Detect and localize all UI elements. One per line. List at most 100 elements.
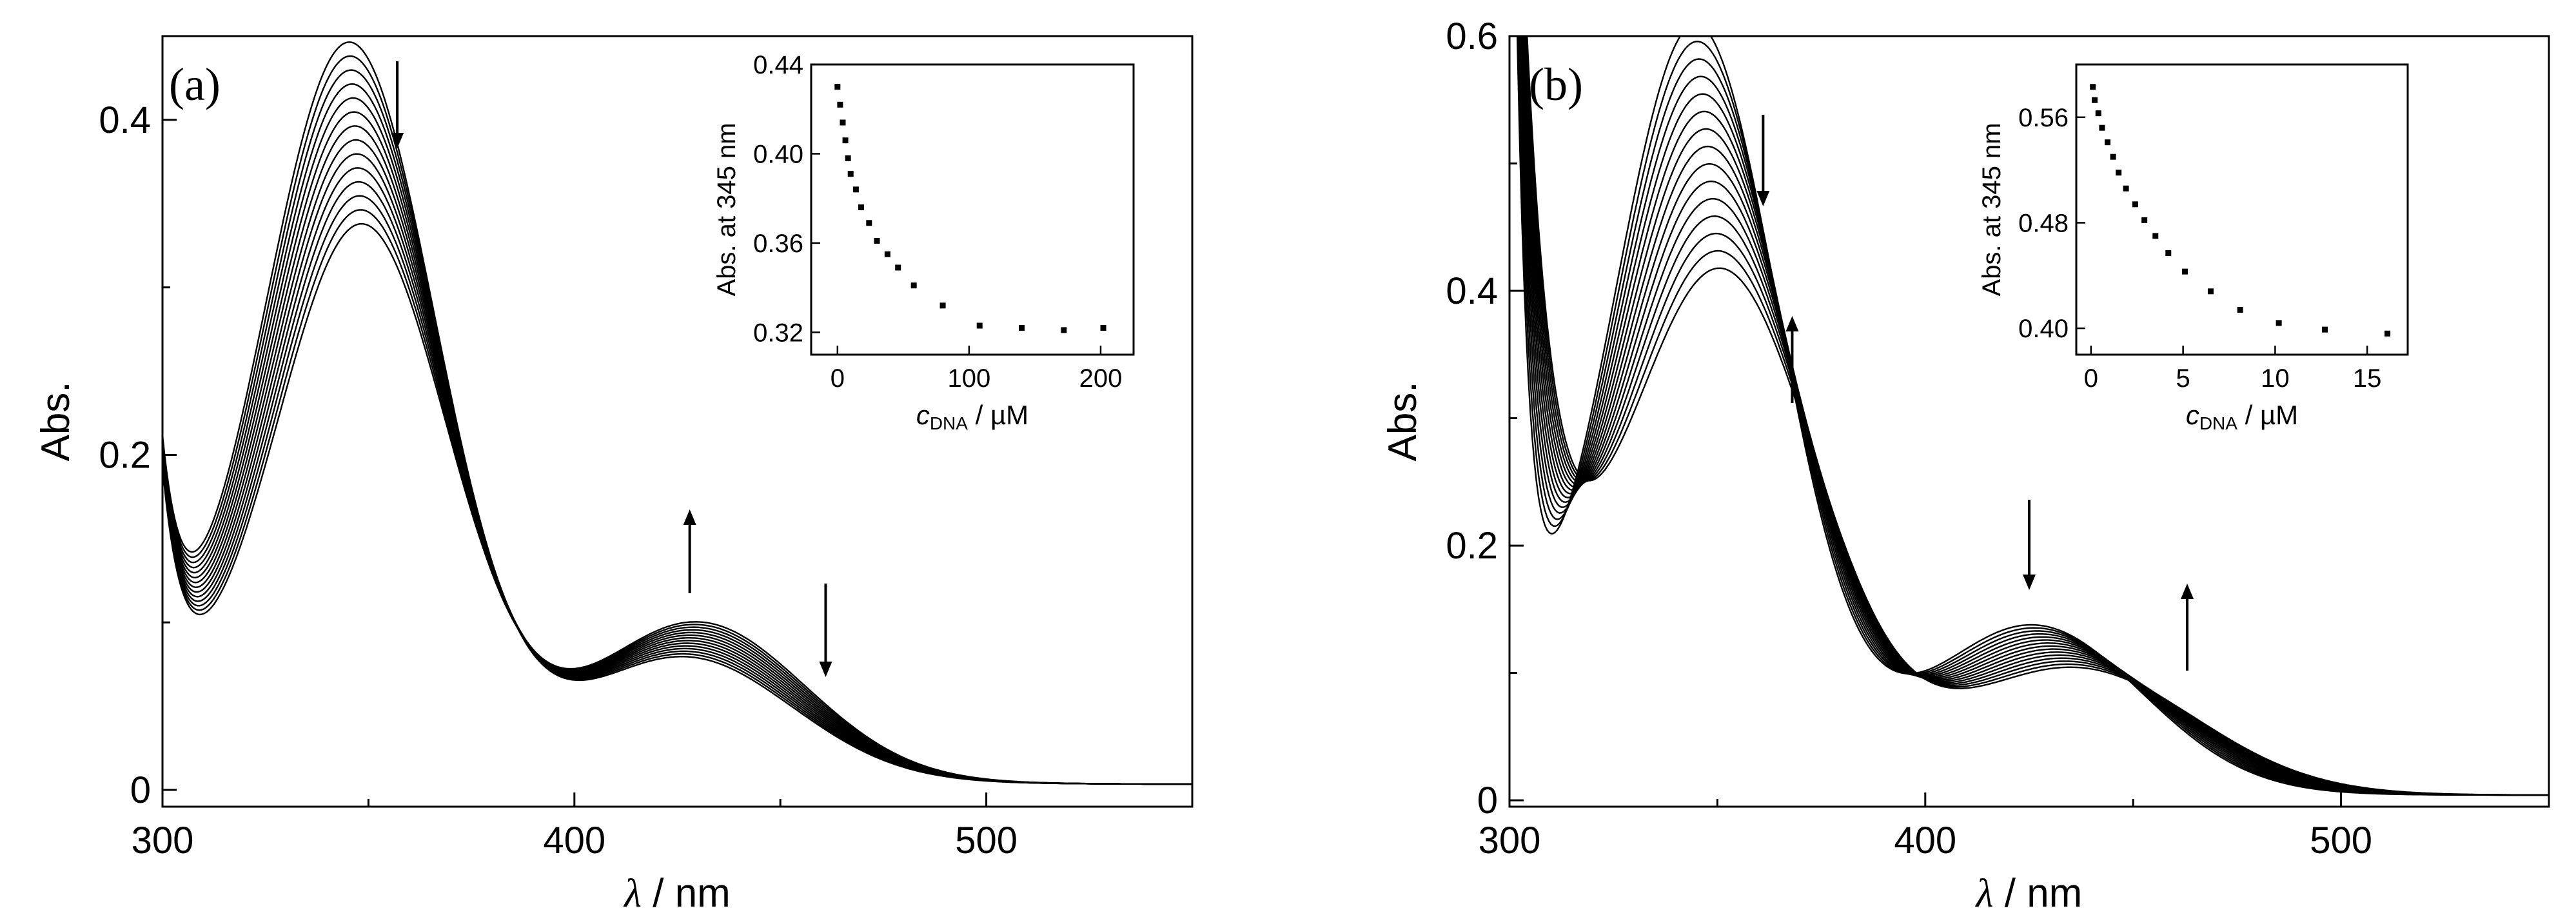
trend-arrow-head-down xyxy=(1756,191,1770,206)
inset-data-point xyxy=(866,220,872,226)
panel-label: (a) xyxy=(169,59,221,110)
inset-data-point xyxy=(842,137,849,144)
spectra-group xyxy=(1516,36,2549,796)
spectrum-line-15 xyxy=(1526,36,2549,796)
inset-x-tick-label: 10 xyxy=(2261,364,2290,393)
inset-data-point xyxy=(2132,201,2138,208)
inset-data-point xyxy=(2141,217,2148,223)
x-tick-label: 500 xyxy=(2310,820,2372,861)
x-tick-label: 500 xyxy=(955,820,1018,861)
inset-frame xyxy=(2075,63,2409,356)
inset-x-tick-label: 15 xyxy=(2353,364,2382,393)
inset-data-point xyxy=(2181,268,2188,275)
inset-x-tick-label: 5 xyxy=(2176,364,2190,393)
inset-data-point xyxy=(895,264,901,271)
inset-plot: 0 5 10 15 0.40 0.48 0.56 cDNA / µM Abs. at 345 n… xyxy=(1978,63,2409,433)
inset-data-point xyxy=(2123,185,2129,192)
inset-y-tick-label: 0.40 xyxy=(753,140,803,168)
inset-y-tick-label: 0.32 xyxy=(753,319,803,347)
trend-arrow-head-down xyxy=(2023,575,2036,590)
y-tick-label: 0 xyxy=(1477,780,1498,822)
inset-data-point xyxy=(2105,139,2111,146)
inset-data-point xyxy=(1061,327,1067,333)
inset-data-point xyxy=(939,302,946,309)
inset-data-point xyxy=(2165,250,2172,256)
inset-frame xyxy=(810,63,1135,356)
spectrum-line-14 xyxy=(162,222,1192,785)
inset-data-point xyxy=(910,282,917,289)
inset-x-sub: DNA xyxy=(2199,413,2237,433)
trend-arrow-head-down xyxy=(391,133,404,148)
inset-data-point xyxy=(845,155,851,161)
trend-arrow-head-down xyxy=(819,662,832,677)
y-axis-label: Abs. xyxy=(34,381,78,461)
x-axis-label: λ / nm xyxy=(623,871,731,915)
panel-a: 300 400 500 0 0.2 0.4 λ / nm Abs. (a) 0 100 200 0.32… xyxy=(34,35,1194,915)
inset-x-tick-label: 100 xyxy=(948,364,991,393)
y-tick-label: 0.2 xyxy=(99,434,151,476)
y-tick-label: 0.4 xyxy=(1446,270,1498,312)
inset-y-tick-label: 0.56 xyxy=(2018,104,2069,132)
plot-frame xyxy=(161,35,1194,808)
x-axis-unit: / nm xyxy=(642,871,731,915)
y-tick-label: 0.6 xyxy=(1446,15,1498,57)
inset-data-point xyxy=(2092,97,2098,103)
inset-x-tick-label: 0 xyxy=(2084,364,2098,393)
inset-y-tick-label: 0.48 xyxy=(2018,209,2069,237)
x-axis-label: λ / nm xyxy=(1975,871,2083,915)
x-tick-label: 400 xyxy=(1894,820,1956,861)
inset-y-tick-label: 0.44 xyxy=(753,51,803,79)
inset-data-point xyxy=(2095,110,2101,117)
inset-data-point xyxy=(2090,84,2096,90)
panel-b: 300 400 500 0 0.2 0.4 0.6 λ / nm Abs. (b) 0 5 10 15 0.… xyxy=(1381,15,2550,915)
y-axis-label: Abs. xyxy=(1381,381,1425,461)
inset-data-point xyxy=(884,251,890,257)
inset-data-point xyxy=(2116,170,2122,176)
inset-x-var: c xyxy=(916,400,930,430)
inset-x-sub: DNA xyxy=(930,413,968,433)
inset-data-point xyxy=(2207,288,2214,295)
inset-data-point xyxy=(976,322,983,329)
y-tick-label: 0.2 xyxy=(1446,525,1498,567)
inset-data-point xyxy=(874,237,880,244)
inset-data-point xyxy=(1019,324,1025,331)
inset-data-point xyxy=(834,84,841,90)
inset-y-tick-label: 0.36 xyxy=(753,230,803,258)
x-axis-symbol: λ xyxy=(623,872,642,915)
inset-data-point xyxy=(2099,124,2105,131)
plot-frame xyxy=(1508,35,2550,808)
inset-data-point xyxy=(2110,153,2116,160)
inset-x-var: c xyxy=(2186,400,2199,430)
inset-data-point xyxy=(2276,320,2282,326)
x-axis-symbol: λ xyxy=(1975,872,1994,915)
panel-label: (b) xyxy=(1529,59,1583,110)
y-tick-label: 0.4 xyxy=(99,99,151,141)
spectra-group xyxy=(162,41,1192,785)
inset-x-axis-label: cDNA / µM xyxy=(916,400,1028,433)
inset-data-point xyxy=(858,204,865,211)
inset-x-unit: / µM xyxy=(968,400,1028,430)
inset-x-tick-label: 200 xyxy=(1079,364,1123,393)
inset-data-point xyxy=(837,101,843,108)
inset-data-point xyxy=(852,186,859,193)
inset-data-point xyxy=(840,119,846,126)
inset-data-point xyxy=(847,171,854,177)
trend-arrow-head-up xyxy=(683,509,696,525)
inset-y-axis-label: Abs. at 345 nm xyxy=(713,123,741,296)
inset-x-tick-label: 0 xyxy=(831,364,845,393)
y-tick-label: 0 xyxy=(130,769,151,811)
x-tick-label: 300 xyxy=(132,820,194,861)
trend-arrow-head-up xyxy=(2181,584,2194,599)
inset-x-axis-label: cDNA / µM xyxy=(2186,400,2298,433)
trend-arrow-head-up xyxy=(1785,316,1799,331)
inset-data-point xyxy=(2237,306,2243,313)
x-tick-label: 400 xyxy=(543,820,605,861)
inset-data-point xyxy=(2322,326,2328,333)
inset-data-point xyxy=(2152,233,2159,239)
inset-y-tick-label: 0.40 xyxy=(2018,315,2069,343)
inset-y-axis-label: Abs. at 345 nm xyxy=(1978,123,2006,296)
x-tick-label: 300 xyxy=(1479,820,1541,861)
inset-plot: 0 100 200 0.32 0.36 0.40 0.44 cDNA / µM Abs. at … xyxy=(713,51,1135,433)
x-axis-unit: / nm xyxy=(1994,871,2083,915)
